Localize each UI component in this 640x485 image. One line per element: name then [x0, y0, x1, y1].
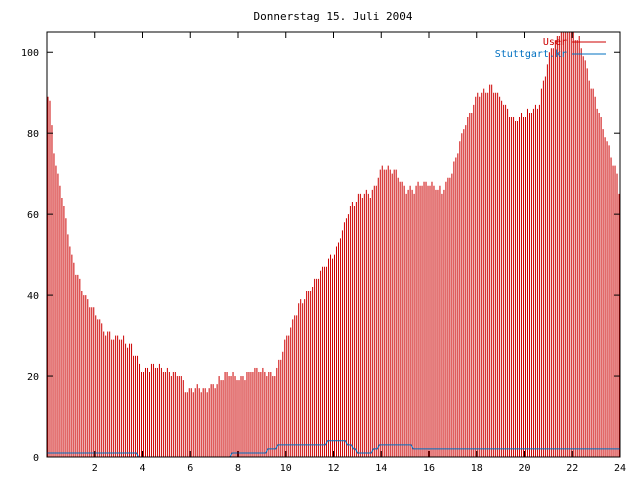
legend-label-user: User — [543, 37, 567, 48]
x-tick-label: 24 — [614, 463, 626, 474]
x-tick-label: 6 — [187, 463, 193, 474]
y-tick-label: 0 — [33, 453, 39, 464]
x-axis-ticks: 2 4 6 8 10 12 14 16 18 20 22 24 — [92, 32, 626, 474]
chart-title: Donnerstag 15. Juli 2004 — [254, 10, 413, 23]
bar-series-user — [47, 32, 620, 457]
x-tick-label: 18 — [471, 463, 483, 474]
x-tick-label: 20 — [518, 463, 530, 474]
y-axis-ticks: 0 20 40 60 80 100 — [21, 48, 620, 464]
y-tick-label: 100 — [21, 48, 39, 59]
x-tick-label: 16 — [423, 463, 435, 474]
legend-label-stuttgart: Stuttgart.kr — [495, 49, 567, 60]
y-tick-label: 80 — [27, 129, 39, 140]
x-tick-label: 2 — [92, 463, 98, 474]
plot-frame — [46, 31, 621, 458]
y-tick-label: 20 — [27, 372, 39, 383]
y-tick-label: 40 — [27, 291, 39, 302]
x-tick-label: 12 — [327, 463, 339, 474]
legend: User Stuttgart.kr — [495, 37, 606, 60]
y-tick-label: 60 — [27, 210, 39, 221]
x-tick-label: 10 — [280, 463, 292, 474]
x-tick-label: 8 — [235, 463, 241, 474]
x-tick-label: 14 — [375, 463, 387, 474]
x-tick-label: 22 — [566, 463, 578, 474]
x-tick-label: 4 — [139, 463, 145, 474]
